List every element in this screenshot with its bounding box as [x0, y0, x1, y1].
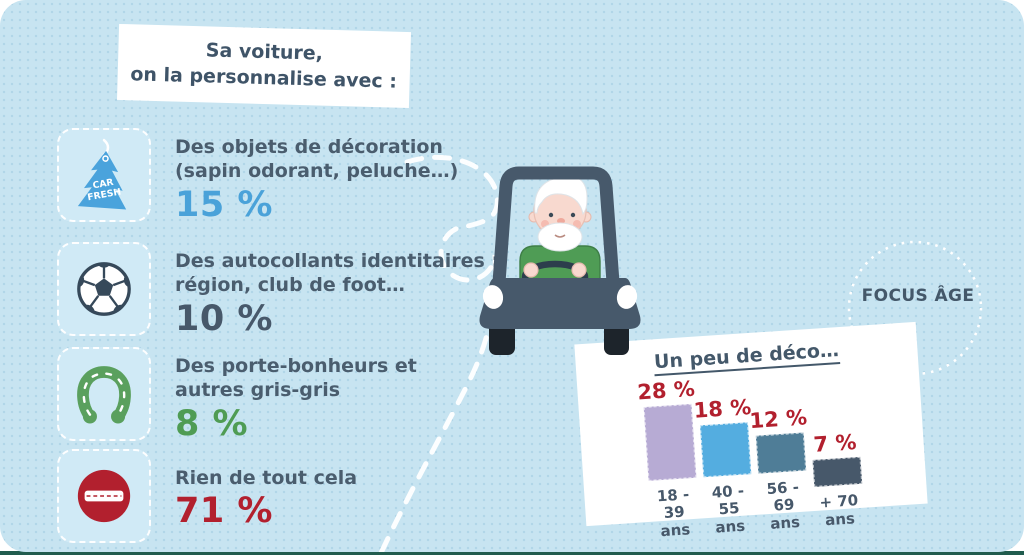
horseshoe-icon	[77, 366, 131, 424]
car-windshield-frame	[490, 166, 622, 311]
item-text: Des autocollants identitaires : région, …	[175, 242, 499, 338]
bar-value-label: 7 %	[812, 430, 858, 458]
steering-wheel	[521, 260, 589, 294]
driver-hand-left	[523, 262, 539, 278]
driver	[519, 175, 601, 294]
page-title: Sa voiture, on la personnalise avec :	[130, 37, 398, 96]
bar	[699, 422, 751, 478]
item-label: Des autocollants identitaires :	[175, 250, 500, 272]
bar-column: 7 % + 70 ans	[810, 430, 864, 529]
item-label: (sapin odorant, peluche…)	[175, 160, 459, 183]
item-value: 71 %	[175, 491, 273, 532]
bar-column: 12 % 56 - 69 ans	[749, 405, 809, 534]
focus-age-label: FOCUS ÂGE	[861, 286, 975, 306]
icon-tile	[57, 242, 151, 336]
item-label: Rien de tout cela	[175, 467, 358, 489]
icon-tile: CAR FRESH	[57, 128, 151, 222]
item-value: 10 %	[175, 298, 273, 339]
list-item-stickers: Des autocollants identitaires : région, …	[57, 242, 499, 338]
item-label: région, club de foot…	[175, 274, 405, 297]
bar-value-label: 12 %	[748, 405, 808, 434]
driver-sweater	[519, 245, 601, 282]
car-headlight-right	[616, 285, 638, 309]
icon-tile	[57, 347, 151, 441]
title-card: Sa voiture, on la personnalise avec :	[116, 23, 412, 109]
svg-text:CAR: CAR	[92, 177, 115, 191]
bar-value-label: 18 %	[692, 394, 752, 423]
bar	[643, 403, 696, 481]
bar-column: 28 % 18 - 39 ans	[637, 377, 700, 541]
item-text: Des porte-bonheurs et autres gris-gris 8…	[175, 347, 417, 443]
bottom-divider	[0, 551, 1024, 555]
air-freshener-tree-icon: CAR FRESH	[77, 138, 127, 210]
bar-category-label: + 70 ans	[818, 491, 859, 529]
list-item-decoration: CAR FRESH Des objets de décoration (sapi…	[57, 128, 458, 224]
item-label: autres gris-gris	[175, 379, 341, 402]
bar-category-label: 18 - 39 ans	[656, 485, 691, 540]
item-text: Des objets de décoration (sapin odorant,…	[175, 128, 458, 224]
bar-chart-bars: 28 % 18 - 39 ans 18 % 40 - 55 ans 12 % 56 - 6…	[577, 362, 929, 545]
item-label: Des porte-bonheurs et	[175, 355, 417, 377]
driver-hair	[534, 175, 588, 216]
item-label: Des objets de décoration	[175, 136, 443, 158]
driver-beard	[537, 222, 583, 252]
bar	[812, 457, 862, 488]
bar-category-label: 56 - 69 ans	[766, 477, 801, 533]
driver-face	[533, 184, 587, 238]
item-value: 8 %	[175, 403, 249, 444]
driver-hand-right	[571, 262, 587, 278]
bar-value-label: 28 %	[636, 376, 696, 405]
age-chart-panel: Un peu de déco… 28 % 18 - 39 ans 18 % 40 - …	[574, 321, 928, 540]
soccer-ball-icon	[77, 262, 131, 316]
bar-category-label: 40 - 55 ans	[711, 481, 746, 537]
list-item-none: Rien de tout cela 71 %	[57, 449, 357, 543]
list-item-lucky-charms: Des porte-bonheurs et autres gris-gris 8…	[57, 347, 417, 443]
bar-column: 18 % 40 - 55 ans	[693, 395, 755, 537]
item-text: Rien de tout cela 71 %	[175, 449, 357, 543]
no-entry-icon	[77, 469, 131, 523]
item-value: 15 %	[175, 184, 273, 225]
bar	[755, 432, 806, 474]
car-body	[479, 278, 641, 329]
icon-tile	[57, 449, 151, 543]
